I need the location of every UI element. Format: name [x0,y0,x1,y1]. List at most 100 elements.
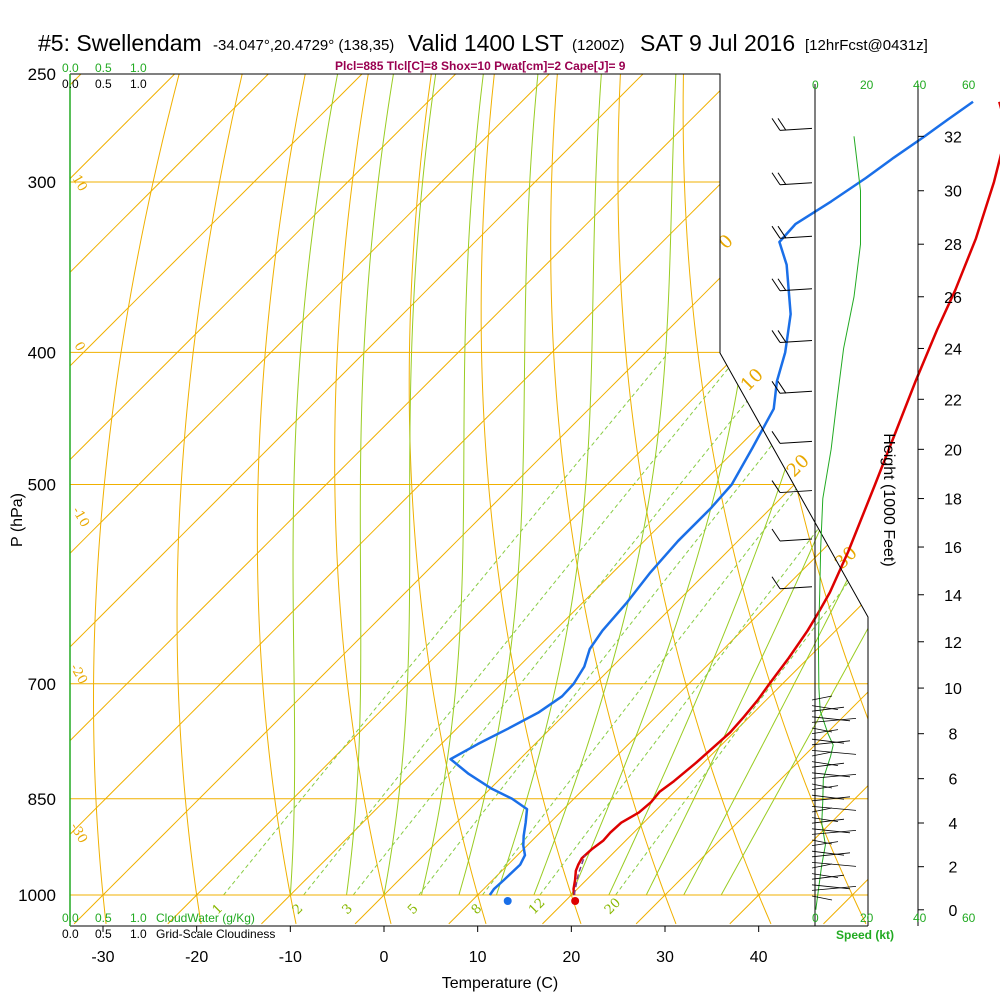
chart-title-date: SAT 9 Jul 2016 [640,30,795,56]
wind-barb [771,381,813,394]
cloud-scale-top-black-1: 0.5 [95,77,112,91]
chart-title-utc: (1200Z) [572,37,625,54]
sounding-profiles [449,100,1000,905]
mixing-ratio-label: 5 [405,901,421,917]
wind-barb-flag [777,330,787,343]
speed-top-60: 60 [962,78,976,92]
isotherm-label: 10 [69,173,90,195]
wind-barb-low [811,716,851,722]
height-tick-label: 24 [944,341,962,358]
isotherm-line [73,74,868,925]
height-tick-label: 26 [944,290,962,307]
wind-barb-low [811,862,857,867]
wind-barb-low-shaft [811,716,851,722]
wind-barb-low-shaft [811,807,833,813]
height-tick-label: 22 [944,392,962,409]
isotherm-line [823,74,868,925]
wind-barb-low [811,818,845,824]
wind-barb-low [811,705,839,710]
dry-adiabat-line [408,74,487,925]
mixing-ratio-label: 8 [469,901,485,917]
wind-barb-low [811,884,851,890]
wind-barb-flag [771,576,781,590]
cloud-scale-bottom: 0.0 0.5 1.0 CloudWater (g/Kg) 0.0 0.5 1.… [62,911,275,941]
wind-barb-low-shaft [811,762,845,768]
cloud-scale-top-black-2: 1.0 [130,77,147,91]
mixing-ratio-line [223,352,670,896]
wind-barb-flag [771,118,781,131]
wind-barb-flag [771,381,781,394]
wind-barb-low-shaft [811,761,839,766]
wind-barb-flag [777,118,787,131]
mixing-ratio-line [418,352,847,896]
wind-barb-low [811,751,833,757]
dry-adiabat-line [480,74,582,925]
wind-barb [771,330,813,343]
wind-barb-low [811,828,851,834]
wind-barb-flag [771,330,781,343]
pressure-tick-label: 300 [28,173,56,192]
x-tick-label: 0 [380,949,389,966]
isotherm-line [448,74,868,925]
wind-barb-low [811,863,833,869]
wind-barb-low-shaft [811,718,857,723]
wind-barb-low [811,774,857,779]
moist-adiabat-line [420,74,484,896]
height-tick-label: 28 [944,237,962,254]
wind-barb-low-shaft [811,874,845,880]
isotherm-line [70,74,387,925]
height-tick-label: 30 [944,184,962,201]
cloud-scale-bottom-black-0: 0.0 [62,927,79,941]
wind-barb-flag [777,278,787,292]
wind-barb-low [811,794,845,800]
speed-top-20: 20 [860,78,874,92]
wind-barb-low-shaft [811,695,833,701]
wind-barb-low-shaft [811,850,845,856]
wind-barb-low-shaft [811,841,839,846]
wind-barb-low-shaft [811,895,833,901]
x-tick-label: -20 [185,949,208,966]
x-axis-label: Temperature (C) [442,975,558,992]
cloud-scale-bottom-green-0: 0.0 [62,911,79,925]
speed-top-40: 40 [913,78,927,92]
wind-barb-flag [777,381,787,394]
wind-barb-flag [771,431,781,444]
height-tick-label: 12 [944,635,962,652]
chart-title-valid: Valid 1400 LST [408,30,564,56]
wind-barb-shaft [779,490,813,494]
moist-adiabat-line [720,74,868,896]
wind-barb-low-shaft [811,863,833,869]
moist-adiabat-line [383,74,437,896]
wind-barb-low [811,886,857,891]
wind-barb-flag [771,172,781,186]
x-tick-label: 10 [469,949,487,966]
height-tick-label: 2 [949,860,958,877]
speed-bottom-60: 60 [962,911,976,925]
surface-dewpoint-dot [503,897,512,905]
surface-temp-dot [571,897,580,905]
speed-scale-bottom: 0 20 40 60 Speed (kt) [812,911,976,942]
dry-adiabat-line [550,74,677,925]
cloud-scale-bottom-black-2: 1.0 [130,927,147,941]
dry-adiabat-line [617,74,772,925]
chart-title-forecast: [12hrFcst@0431z] [805,37,928,54]
wind-barb-low [811,874,845,880]
wind-barb-low-shaft [811,884,851,890]
wind-barb-low-shaft [811,806,857,811]
wind-barb-low [811,761,839,766]
wind-barb-low [811,806,857,811]
wind-barb-low [811,718,857,723]
mixing-ratio-label: 3 [339,901,355,917]
pressure-tick-label: 400 [28,343,56,362]
wind-barb-low-shaft [811,750,857,755]
wind-barb-low-shaft [811,796,851,802]
x-tick-label: 20 [562,949,580,966]
dry-adiabat-line [334,74,392,925]
moist-adiabat-line [346,74,394,896]
wind-barb-flag [777,172,787,186]
wind-barb-low [811,740,851,746]
wind-barb-low-shaft [811,817,839,822]
wind-barb-low-shaft [811,774,857,779]
x-tick-label: 40 [750,949,768,966]
